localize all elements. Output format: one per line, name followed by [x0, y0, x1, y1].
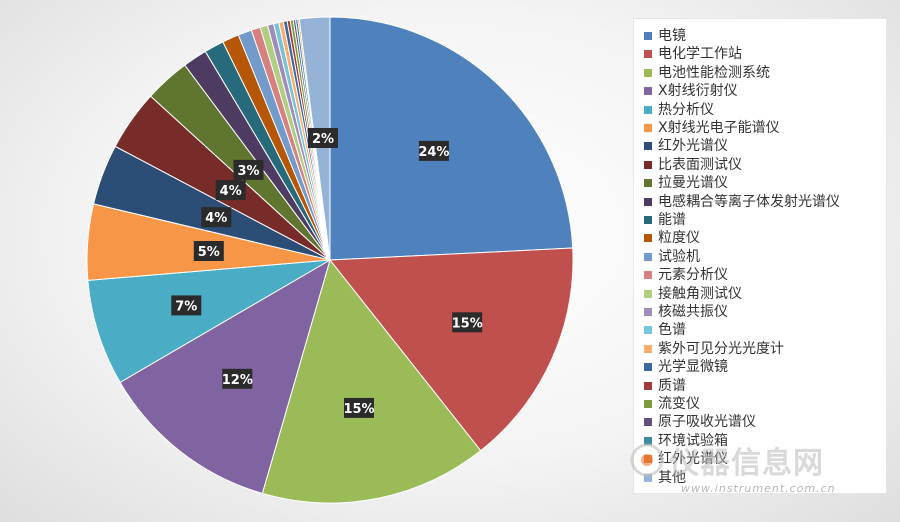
legend-label: 核磁共振仪 [658, 304, 728, 320]
data-label-9: 3% [233, 159, 264, 180]
data-label-box [171, 295, 202, 316]
legend-label: 比表面测试仪 [658, 156, 742, 173]
data-label-text: 24% [418, 145, 449, 160]
pie-slice-5 [87, 259, 331, 384]
legend-label: 能谱 [658, 212, 686, 228]
legend-swatch [644, 234, 652, 243]
data-label-5: 7% [171, 295, 202, 316]
legend-label: 电化学工作站 [658, 46, 742, 63]
legend-swatch [644, 87, 652, 96]
data-label-2: 15% [452, 312, 483, 333]
data-label-4: 12% [222, 368, 253, 389]
legend-label: 热分析仪 [658, 101, 714, 118]
data-label-7: 4% [201, 207, 232, 228]
pie-slice-3 [261, 258, 482, 504]
legend-swatch [644, 308, 652, 316]
data-label-25: 2% [308, 128, 338, 148]
legend-swatch [644, 124, 652, 132]
data-label-box [222, 368, 253, 389]
data-label-3: 15% [343, 397, 375, 418]
data-label-box [193, 241, 224, 261]
legend-swatch [644, 436, 652, 445]
legend-swatch [644, 326, 652, 335]
data-label-box [308, 128, 338, 148]
legend-label: 原子吸收光谱仪 [658, 414, 756, 431]
legend-label: 质谱 [658, 377, 686, 394]
legend-label: 电镜 [658, 28, 686, 44]
legend-swatch [644, 363, 652, 372]
data-label-text: 7% [175, 299, 197, 314]
legend-label: 其他 [658, 469, 686, 486]
legend-label: X射线光电子能谱仪 [658, 120, 780, 136]
data-label-box [452, 312, 483, 333]
watermark-url: www.instrument.com.cn [681, 482, 836, 495]
pie-slice-2 [329, 247, 574, 452]
legend-label: X射线衍射仪 [658, 83, 738, 100]
legend-swatch [644, 344, 652, 353]
legend-swatch [644, 197, 652, 206]
data-label-text: 4% [220, 184, 242, 199]
legend-label: 光学显微镜 [658, 359, 728, 376]
data-label-text: 15% [343, 402, 374, 417]
legend-swatch [644, 381, 652, 390]
pie-data-labels: 24% 15% 15% 12% 7% 5% 4% 4% 3% 2% [171, 128, 483, 418]
data-label-6: 5% [193, 241, 224, 261]
legend-label: 电池性能检测系统 [658, 64, 770, 81]
legend-swatch [644, 473, 652, 482]
legend-label: 红外光谱仪 [658, 138, 728, 155]
legend-label: 接触角测试仪 [658, 285, 742, 302]
legend-swatch [644, 160, 652, 169]
legend-label: 粒度仪 [658, 230, 700, 247]
legend-swatch [644, 289, 652, 298]
legend-label: 紫外可见分光光度计 [658, 340, 784, 357]
legend-label: 色谱 [658, 322, 686, 339]
pie-slice-1 [329, 16, 574, 261]
data-label-box [215, 180, 246, 201]
watermark-logo-icon [630, 443, 664, 477]
legend-swatch [644, 418, 652, 427]
legend-swatch [644, 68, 652, 77]
watermark: 仪器信息网 www.instrument.com.cn [625, 434, 895, 506]
watermark-text: 仪器信息网 [669, 446, 824, 481]
data-label-8: 4% [215, 180, 246, 201]
legend-label: 流变仪 [658, 396, 700, 412]
legend-label: 试验机 [658, 248, 700, 265]
legend-swatch [644, 179, 652, 188]
legend-swatch [644, 32, 652, 40]
data-label-box [233, 159, 264, 180]
legend-swatch [644, 50, 652, 59]
data-label-text: 3% [237, 164, 259, 179]
data-label-box [201, 207, 232, 228]
data-label-text: 2% [312, 132, 334, 147]
legend-swatch [644, 105, 652, 114]
legend-label: 电感耦合等离子体发射光谱仪 [658, 193, 840, 210]
legend-label: 环境试验箱 [658, 432, 728, 449]
legend-swatch [644, 142, 652, 151]
data-label-text: 5% [198, 245, 220, 260]
legend-swatch [644, 271, 652, 280]
pie-slices [86, 16, 574, 504]
legend-label: 拉曼光谱仪 [658, 175, 728, 192]
data-label-1: 24% [418, 140, 449, 161]
legend-label: 红外光谱仪 [658, 451, 728, 468]
data-label-box [344, 397, 374, 418]
data-label-text: 4% [205, 211, 227, 226]
legend-swatch [644, 216, 652, 224]
data-label-text: 12% [222, 373, 253, 388]
data-label-box [418, 140, 449, 161]
chart-legend: 电镜电化学工作站 电池性能检测系统 X射线衍射仪 热分析仪 X射线光电子能谱仪 红外光谱仪… [633, 18, 887, 494]
data-label-text: 15% [452, 316, 483, 331]
legend-label: 元素分析仪 [658, 267, 728, 284]
legend-swatch [644, 400, 652, 408]
legend-swatch [644, 252, 652, 261]
